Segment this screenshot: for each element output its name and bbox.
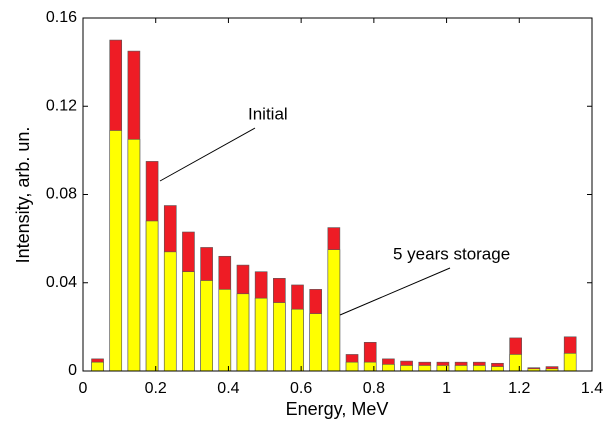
bar — [363, 361, 377, 372]
bar — [91, 361, 104, 372]
x-tick-label: 0.2 — [145, 380, 167, 397]
bar — [145, 220, 159, 372]
x-tick-label: 1.2 — [508, 380, 530, 397]
plot-frame — [82, 17, 593, 372]
y-tick-label: 0 — [68, 362, 77, 379]
x-axis-label: Energy, MeV — [286, 399, 389, 419]
y-tick-label: 0.16 — [46, 9, 77, 26]
x-tick-label: 0.4 — [217, 380, 239, 397]
bar — [163, 251, 177, 372]
y-tick-label: 0.08 — [46, 186, 77, 203]
y-axis-label: Intensity, arb. un. — [13, 127, 33, 264]
bar — [472, 365, 486, 372]
bar — [109, 130, 123, 372]
bar — [200, 280, 213, 372]
bar — [563, 353, 577, 372]
x-tick-label: 1.4 — [581, 380, 603, 397]
annotation: Initial — [248, 104, 288, 123]
bar — [327, 249, 341, 372]
x-tick-label: 0.8 — [363, 380, 385, 397]
bar — [182, 271, 195, 372]
bar — [218, 289, 232, 372]
bar — [127, 139, 141, 372]
x-tick-label: 0.6 — [290, 380, 312, 397]
bar — [345, 361, 359, 372]
annotation: 5 years storage — [393, 244, 510, 263]
bar — [309, 313, 322, 372]
bar — [509, 354, 522, 372]
bar — [491, 366, 504, 372]
bar — [382, 364, 395, 372]
bar — [418, 365, 432, 372]
y-tick-label: 0.12 — [46, 97, 77, 114]
bar — [400, 365, 413, 372]
bar — [236, 293, 250, 372]
x-tick-label: 0 — [79, 380, 88, 397]
bar — [291, 308, 304, 372]
bar — [273, 302, 286, 372]
annotation-line — [339, 267, 451, 316]
x-tick-label: 1 — [442, 380, 451, 397]
bar — [436, 365, 450, 372]
bar — [454, 365, 468, 372]
annotation-line — [159, 127, 256, 182]
bar — [254, 297, 268, 372]
y-tick-label: 0.04 — [46, 274, 77, 291]
